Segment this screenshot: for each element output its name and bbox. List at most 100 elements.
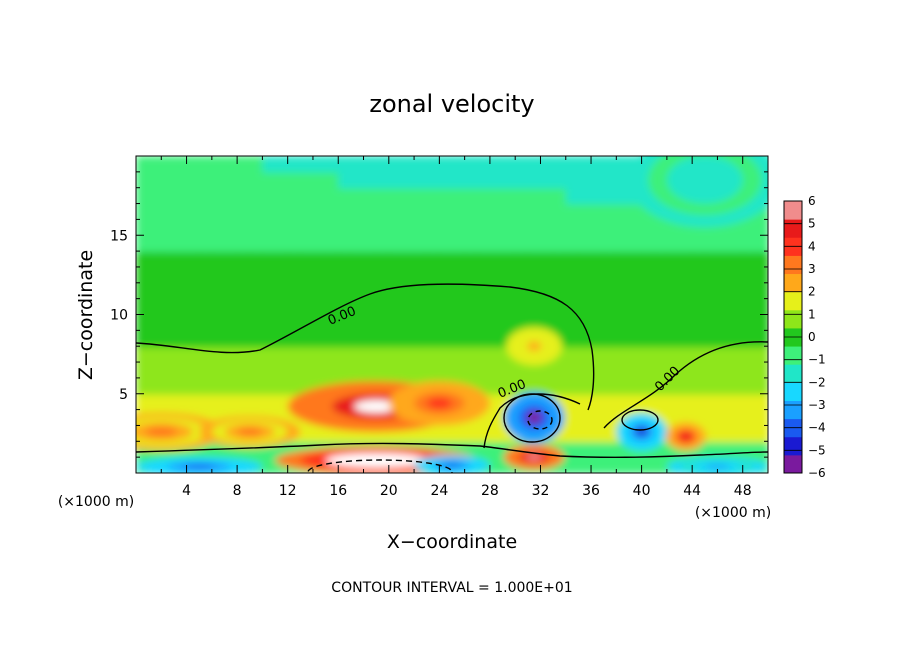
field-cell xyxy=(578,409,593,427)
field-cell xyxy=(350,251,365,268)
x-unit-right: (×1000 m) xyxy=(695,505,771,521)
field-cell xyxy=(287,187,302,205)
field-cell xyxy=(249,187,264,205)
field-cell xyxy=(388,235,403,253)
field-cell xyxy=(666,314,681,332)
field-cell xyxy=(553,362,567,379)
field-cell xyxy=(439,235,453,253)
field-cell xyxy=(477,282,491,300)
field-cell xyxy=(704,330,719,348)
field-cell xyxy=(452,251,466,268)
field-cell xyxy=(616,393,630,411)
field-cell xyxy=(186,330,201,348)
field-cell xyxy=(540,377,555,395)
field-cell xyxy=(426,346,441,364)
field-cell xyxy=(565,235,580,253)
field-anomaly xyxy=(145,427,178,437)
field-cell xyxy=(401,251,416,268)
field-cell xyxy=(338,219,352,237)
field-cell xyxy=(350,314,365,332)
field-cell xyxy=(287,298,302,316)
field-cell xyxy=(376,251,390,268)
field-cell xyxy=(540,251,555,268)
field-cell xyxy=(312,203,327,221)
field-cell xyxy=(426,187,441,205)
field-cell xyxy=(628,330,643,348)
field-cell xyxy=(211,282,226,300)
field-cell xyxy=(742,219,757,237)
field-cell xyxy=(679,282,694,300)
field-cell xyxy=(136,362,150,379)
field-cell xyxy=(603,235,618,253)
field-cell xyxy=(679,346,694,364)
field-cell xyxy=(578,425,593,443)
field-cell xyxy=(591,203,605,221)
field-cell xyxy=(641,346,656,364)
field-cell xyxy=(262,457,277,473)
field-cell xyxy=(452,298,466,316)
colorbar-tick-label: −2 xyxy=(808,375,826,389)
field-cell xyxy=(591,457,605,473)
field-cell xyxy=(363,346,378,364)
field-cell xyxy=(553,377,567,395)
x-tick-label: 48 xyxy=(734,483,752,499)
field-cell xyxy=(426,203,441,221)
colorbar-swatch xyxy=(784,219,802,238)
field-cell xyxy=(287,219,302,237)
field-cell xyxy=(591,251,605,268)
field-cell xyxy=(742,266,757,284)
field-cell xyxy=(262,235,277,253)
field-cell xyxy=(755,298,768,316)
field-cell xyxy=(654,346,668,364)
field-cell xyxy=(211,156,226,173)
x-tick-label: 20 xyxy=(380,483,398,499)
field-cell xyxy=(237,235,251,253)
field-cell xyxy=(249,330,264,348)
colorbar-tick-label: 1 xyxy=(808,307,816,321)
field-cell xyxy=(603,187,618,205)
field-cell xyxy=(755,441,768,459)
field-cell xyxy=(452,346,466,364)
field-cell xyxy=(439,251,453,268)
colorbar-swatch xyxy=(784,273,802,293)
field-cell xyxy=(414,187,428,205)
x-tick-label: 40 xyxy=(633,483,651,499)
field-cell xyxy=(489,171,504,189)
field-anomaly xyxy=(635,427,648,437)
field-cell xyxy=(376,203,390,221)
field-cell xyxy=(136,156,150,173)
field-cell xyxy=(730,235,744,253)
field-cell xyxy=(173,314,188,332)
field-cell xyxy=(376,362,390,379)
field-anomaly xyxy=(354,400,399,413)
field-cell xyxy=(275,314,289,332)
field-cell xyxy=(502,235,517,253)
field-cell xyxy=(591,298,605,316)
field-cell xyxy=(704,362,719,379)
field-cell xyxy=(287,251,302,268)
field-cell xyxy=(173,156,188,173)
field-cell xyxy=(540,203,555,221)
field-cell xyxy=(173,171,188,189)
field-cell xyxy=(489,377,504,395)
field-cell xyxy=(338,187,352,205)
field-cell xyxy=(224,187,239,205)
field-cell xyxy=(148,251,163,268)
field-cell xyxy=(376,235,390,253)
x-tick-label: 24 xyxy=(430,483,448,499)
field-cell xyxy=(489,330,504,348)
field-cell xyxy=(553,282,567,300)
field-cell xyxy=(730,425,744,443)
field-cell xyxy=(515,187,529,205)
field-cell xyxy=(628,251,643,268)
field-cell xyxy=(704,251,719,268)
field-cell xyxy=(363,298,378,316)
plot-area: 0.00 0.00 0.00 xyxy=(136,156,768,473)
field-cell xyxy=(553,187,567,205)
field-cell xyxy=(300,171,314,189)
field-cell xyxy=(439,330,453,348)
field-cell xyxy=(502,282,517,300)
field-cell xyxy=(616,330,630,348)
field-cell xyxy=(173,377,188,395)
field-cell xyxy=(641,330,656,348)
